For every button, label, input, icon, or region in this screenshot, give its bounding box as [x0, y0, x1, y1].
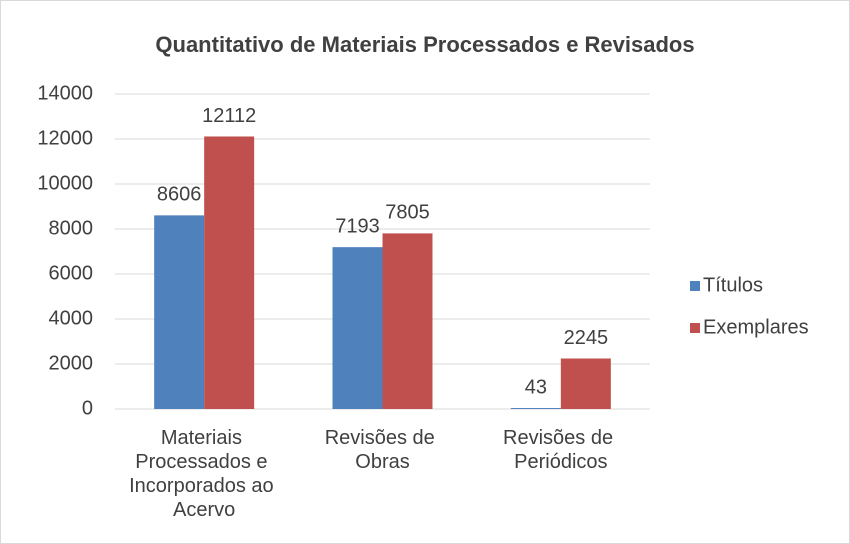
- y-tick-label: 0: [82, 397, 93, 419]
- bar: [204, 136, 255, 410]
- bar: [382, 233, 433, 409]
- y-tick-label: 6000: [49, 262, 94, 284]
- y-tick-label: 2000: [49, 352, 94, 374]
- data-label: 8606: [157, 184, 202, 206]
- data-label: 12112: [202, 105, 256, 127]
- data-label: 43: [525, 376, 547, 398]
- bar: [332, 247, 383, 409]
- y-tick-label: 14000: [37, 82, 93, 104]
- legend-swatch: [690, 281, 700, 291]
- legend-label: Títulos: [703, 274, 763, 296]
- bar: [154, 215, 205, 409]
- data-label: 2245: [564, 327, 609, 349]
- y-tick-label: 12000: [37, 127, 93, 149]
- bar: [560, 358, 611, 409]
- y-tick-label: 8000: [49, 217, 94, 239]
- chart-title: Quantitativo de Materiais Processados e …: [155, 32, 694, 57]
- x-tick-label: Revisões de Obras: [325, 427, 441, 473]
- data-label: 7193: [335, 215, 380, 237]
- x-tick-label: Materiais Processados e Incorporados ao …: [129, 427, 279, 521]
- legend-label: Exemplares: [703, 316, 809, 338]
- y-tick-label: 10000: [37, 172, 93, 194]
- legend-swatch: [690, 323, 700, 333]
- data-label: 7805: [385, 202, 430, 224]
- x-tick-label: Revisões de Periódicos: [503, 427, 619, 473]
- y-tick-label: 4000: [49, 307, 94, 329]
- bar: [510, 408, 561, 409]
